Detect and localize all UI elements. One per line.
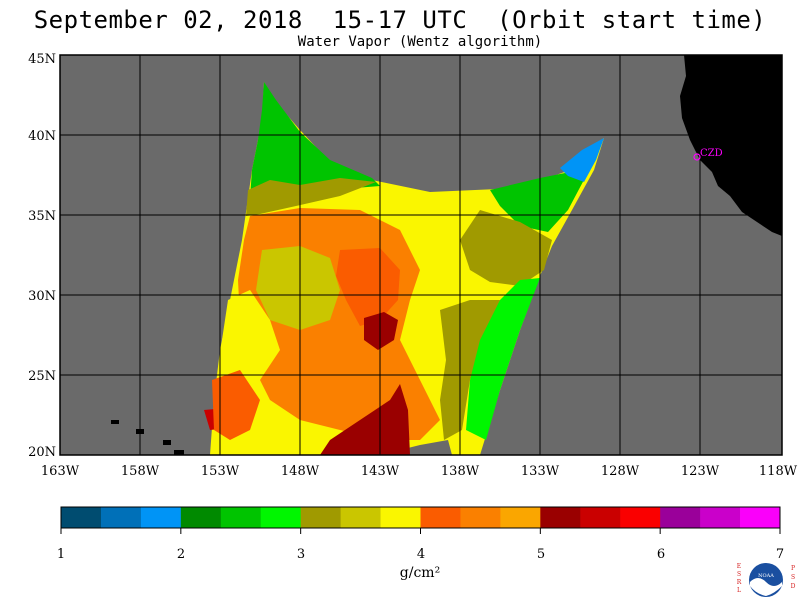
swath-orange-sw [212, 370, 260, 440]
colorbar [60, 506, 781, 534]
lon-label: 148W [281, 464, 320, 479]
station-marker [693, 153, 701, 161]
colorbar-segment [500, 507, 541, 528]
lat-label: 35N [28, 209, 56, 224]
map-frame [59, 54, 783, 456]
colorbar-segment [340, 507, 381, 528]
colorbar-segment [220, 507, 262, 528]
lat-label: 40N [28, 129, 56, 144]
swath-east-olive [440, 300, 500, 440]
lon-label: 133W [521, 464, 560, 479]
logo-letter-left: E [737, 563, 741, 570]
colorbar-segment [180, 507, 222, 528]
swath-olive-central [256, 246, 340, 330]
swath-darkorange-central [336, 248, 400, 326]
graticule [60, 55, 782, 455]
map-title: September 02, 2018 15-17 UTC (Orbit star… [33, 6, 767, 34]
colorbar-segment [460, 507, 501, 528]
lon-label: 123W [681, 464, 720, 479]
lon-label: 153W [201, 464, 240, 479]
swath-ne-blue [560, 138, 604, 182]
colorbar-segment [61, 507, 102, 528]
noaa-logo: E S R L P S D NOAA [737, 563, 796, 597]
colorbar-tick-label: 4 [417, 547, 425, 562]
swath-north-olive [246, 178, 376, 216]
lon-label: 138W [441, 464, 480, 479]
colorbar-tick-label: 2 [177, 547, 185, 562]
lat-label: 20N [28, 445, 56, 460]
lat-label: 45N [28, 52, 56, 67]
logo-letter-left: S [737, 571, 741, 578]
colorbar-segment [660, 507, 701, 528]
swath-ne-olive [460, 210, 552, 286]
colorbar-tick-label: 5 [537, 547, 545, 562]
colorbar-tick-label: 1 [57, 547, 65, 562]
colorbar-segment [300, 507, 342, 528]
logo-letter-left: L [737, 587, 741, 594]
colorbar-unit-label: g/cm² [400, 565, 440, 581]
logo-letter-right: P [791, 565, 795, 572]
colorbar-segment [380, 507, 421, 528]
swath-north-green [250, 82, 380, 200]
map-subtitle: Water Vapor (Wentz algorithm) [297, 34, 543, 50]
logo-letter-right: S [791, 574, 795, 581]
logo-letter-right: D [791, 583, 796, 590]
colorbar-segment [540, 507, 581, 528]
lat-label: 25N [28, 369, 56, 384]
lon-label: 163W [41, 464, 80, 479]
swath-yellow-patch [222, 290, 280, 380]
colorbar-tick-label: 3 [297, 547, 305, 562]
colorbar-segment [260, 507, 302, 528]
noaa-emblem-text: NOAA [758, 573, 774, 579]
swath-darkred-south [320, 384, 410, 455]
colorbar-segment [580, 507, 621, 528]
colorbar-segment [740, 507, 781, 528]
lon-label: 158W [121, 464, 160, 479]
colorbar-segment [100, 507, 142, 528]
station-label: CZD [700, 148, 723, 159]
lon-label: 128W [601, 464, 640, 479]
colorbar-tick-label: 6 [657, 547, 665, 562]
lon-label: 118W [759, 464, 798, 479]
colorbar-segment [700, 507, 741, 528]
land-california [680, 55, 782, 236]
colorbar-segment [620, 507, 661, 528]
noaa-wave-icon [750, 578, 782, 596]
colorbar-tick-label: 7 [776, 547, 784, 562]
lon-label: 143W [361, 464, 400, 479]
swath-darkred-core [364, 312, 398, 350]
island-kauai [111, 420, 119, 424]
colorbar-segment [420, 507, 461, 528]
lat-label: 30N [28, 289, 56, 304]
island-maui [163, 440, 171, 445]
colorbar-segment [140, 507, 182, 528]
satellite-swath [204, 82, 604, 455]
island-hawaii [174, 450, 184, 455]
swath-east-green [466, 278, 540, 440]
logo-letter-left: R [737, 579, 742, 586]
